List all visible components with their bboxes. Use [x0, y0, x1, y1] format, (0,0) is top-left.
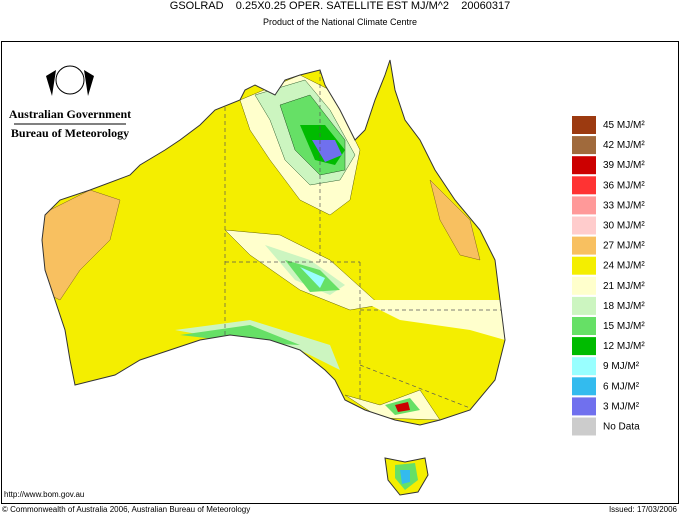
legend-swatch [572, 136, 596, 155]
legend-swatch [572, 176, 596, 195]
legend-swatch [572, 296, 596, 315]
legend-swatch [572, 216, 596, 235]
legend-label: 24 MJ/M² [603, 261, 645, 272]
legend-label: No Data [603, 422, 640, 433]
legend-swatch [572, 256, 596, 275]
legend-label: 36 MJ/M² [603, 180, 645, 191]
legend-label: 12 MJ/M² [603, 341, 645, 352]
logo-line2: Bureau of Meteorology [11, 126, 129, 140]
legend-swatch [572, 317, 596, 335]
legend-label: 21 MJ/M² [603, 281, 645, 292]
legend-label: 6 MJ/M² [603, 381, 640, 392]
logo-line1: Australian Government [9, 107, 131, 121]
legend-label: 39 MJ/M² [603, 160, 645, 171]
legend-label: 27 MJ/M² [603, 241, 645, 252]
logo: Australian Government Bureau of Meteorol… [9, 65, 131, 140]
legend-label: 9 MJ/M² [603, 361, 640, 372]
issued: Issued: 17/03/2006 [609, 505, 678, 514]
legend-swatch [572, 397, 596, 416]
legend: 45 MJ/M² 42 MJ/M² 39 MJ/M² 36 MJ/M² 33 MJ/M²… [572, 116, 645, 436]
legend-swatch [572, 377, 596, 396]
copyright: © Commonwealth of Australia 2006, Austra… [2, 505, 250, 514]
legend-label: 30 MJ/M² [603, 221, 645, 232]
legend-label: 15 MJ/M² [603, 321, 645, 332]
legend-swatch [572, 417, 596, 436]
legend-label: 45 MJ/M² [603, 120, 645, 131]
legend-swatch [572, 196, 596, 215]
legend-label: 33 MJ/M² [603, 200, 645, 211]
legend-swatch [572, 236, 596, 255]
legend-swatch [572, 337, 596, 356]
legend-label: 42 MJ/M² [603, 140, 645, 151]
legend-swatch [572, 156, 596, 175]
legend-swatch [572, 116, 596, 134]
legend-label: 18 MJ/M² [603, 301, 645, 312]
title: GSOLRAD 0.25X0.25 OPER. SATELLITE EST MJ… [170, 0, 510, 12]
subtitle: Product of the National Climate Centre [263, 17, 417, 27]
legend-swatch [572, 357, 596, 376]
url: http://www.bom.gov.au [4, 490, 84, 499]
legend-swatch [572, 276, 596, 295]
legend-label: 3 MJ/M² [603, 401, 640, 412]
